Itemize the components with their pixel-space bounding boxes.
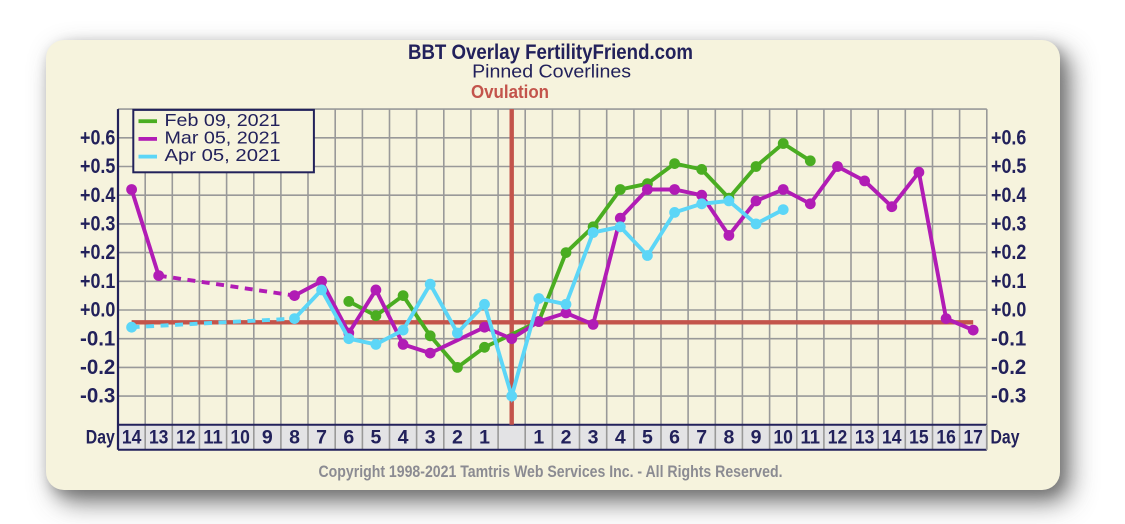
svg-text:4: 4: [615, 426, 626, 448]
svg-text:+0.4: +0.4: [991, 184, 1027, 207]
svg-text:17: 17: [963, 426, 983, 448]
svg-text:+0.3: +0.3: [80, 213, 115, 236]
svg-text:11: 11: [801, 426, 821, 448]
svg-text:Ovulation: Ovulation: [471, 82, 549, 102]
svg-text:Apr 05, 2021: Apr 05, 2021: [165, 145, 281, 165]
svg-text:+0.6: +0.6: [80, 126, 115, 149]
svg-text:-0.2: -0.2: [991, 356, 1026, 379]
svg-text:5: 5: [642, 426, 653, 448]
svg-text:Day: Day: [86, 426, 115, 448]
svg-text:+0.0: +0.0: [991, 299, 1026, 322]
svg-text:4: 4: [398, 426, 409, 448]
svg-text:+0.0: +0.0: [80, 299, 115, 322]
svg-text:-0.2: -0.2: [80, 356, 115, 379]
svg-text:Feb 09, 2021: Feb 09, 2021: [165, 110, 281, 130]
svg-text:10: 10: [230, 426, 250, 448]
svg-text:-0.3: -0.3: [991, 385, 1026, 408]
svg-text:+0.4: +0.4: [80, 184, 116, 207]
svg-text:Day: Day: [991, 426, 1020, 448]
svg-text:6: 6: [669, 426, 680, 448]
svg-text:11: 11: [203, 426, 223, 448]
svg-text:1: 1: [533, 426, 544, 448]
svg-text:14: 14: [122, 426, 142, 448]
svg-text:+0.1: +0.1: [80, 270, 116, 293]
svg-text:Copyright 1998-2021 Tamtris We: Copyright 1998-2021 Tamtris Web Services…: [319, 462, 783, 481]
svg-text:+0.2: +0.2: [991, 241, 1026, 264]
svg-text:BBT Overlay FertilityFriend.co: BBT Overlay FertilityFriend.com: [408, 41, 693, 64]
svg-text:Pinned Coverlines: Pinned Coverlines: [472, 60, 631, 81]
svg-text:+0.1: +0.1: [991, 270, 1027, 293]
svg-text:8: 8: [289, 426, 300, 448]
svg-text:15: 15: [909, 426, 929, 448]
svg-text:14: 14: [882, 426, 902, 448]
svg-text:16: 16: [936, 426, 956, 448]
svg-text:3: 3: [425, 426, 436, 448]
svg-text:13: 13: [855, 426, 875, 448]
svg-text:2: 2: [561, 426, 572, 448]
svg-text:1: 1: [479, 426, 490, 448]
svg-text:2: 2: [452, 426, 463, 448]
svg-text:12: 12: [176, 426, 196, 448]
svg-text:9: 9: [262, 426, 273, 448]
svg-text:-0.3: -0.3: [80, 385, 115, 408]
svg-text:10: 10: [773, 426, 793, 448]
svg-text:+0.3: +0.3: [991, 213, 1026, 236]
svg-text:13: 13: [149, 426, 169, 448]
svg-text:+0.5: +0.5: [80, 155, 116, 178]
svg-text:9: 9: [751, 426, 762, 448]
svg-text:+0.5: +0.5: [991, 155, 1027, 178]
svg-text:6: 6: [343, 426, 354, 448]
svg-text:12: 12: [828, 426, 848, 448]
svg-text:7: 7: [696, 426, 707, 448]
svg-text:Mar 05, 2021: Mar 05, 2021: [165, 128, 281, 148]
svg-text:5: 5: [370, 426, 381, 448]
svg-text:-0.1: -0.1: [991, 327, 1027, 350]
svg-text:7: 7: [316, 426, 327, 448]
svg-text:3: 3: [588, 426, 599, 448]
svg-text:+0.6: +0.6: [991, 126, 1026, 149]
svg-text:-0.1: -0.1: [80, 327, 116, 350]
svg-text:+0.2: +0.2: [80, 241, 115, 264]
svg-text:8: 8: [723, 426, 734, 448]
